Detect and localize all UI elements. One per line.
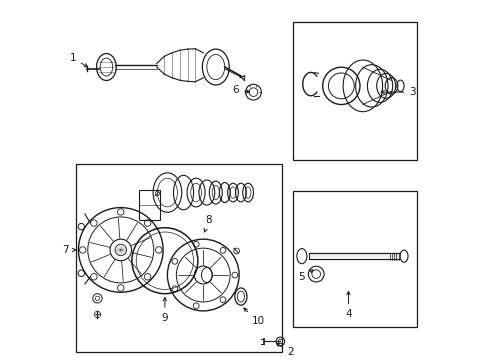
- Text: 4: 4: [345, 292, 351, 319]
- Text: 7: 7: [62, 245, 76, 255]
- Text: 10: 10: [244, 308, 264, 326]
- Text: 9: 9: [161, 298, 168, 323]
- Text: 2: 2: [276, 343, 294, 357]
- Text: 3: 3: [380, 87, 415, 97]
- Text: 5: 5: [298, 270, 312, 282]
- Bar: [76, 164, 282, 352]
- Bar: [292, 191, 416, 327]
- Bar: [139, 190, 159, 220]
- Bar: [292, 22, 416, 160]
- Text: 1: 1: [69, 53, 87, 67]
- Text: 6: 6: [232, 85, 249, 95]
- Text: 8: 8: [203, 215, 211, 232]
